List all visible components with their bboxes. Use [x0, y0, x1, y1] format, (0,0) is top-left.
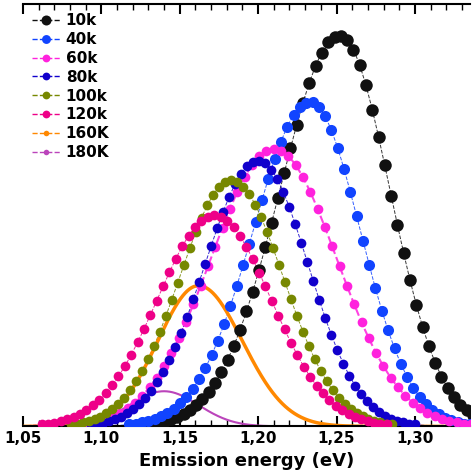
Legend: 10k, 40k, 60k, 80k, 100k, 120k, 160K, 180K: 10k, 40k, 60k, 80k, 100k, 120k, 160K, 18… [30, 12, 111, 162]
X-axis label: Emission energy (eV): Emission energy (eV) [139, 452, 354, 470]
